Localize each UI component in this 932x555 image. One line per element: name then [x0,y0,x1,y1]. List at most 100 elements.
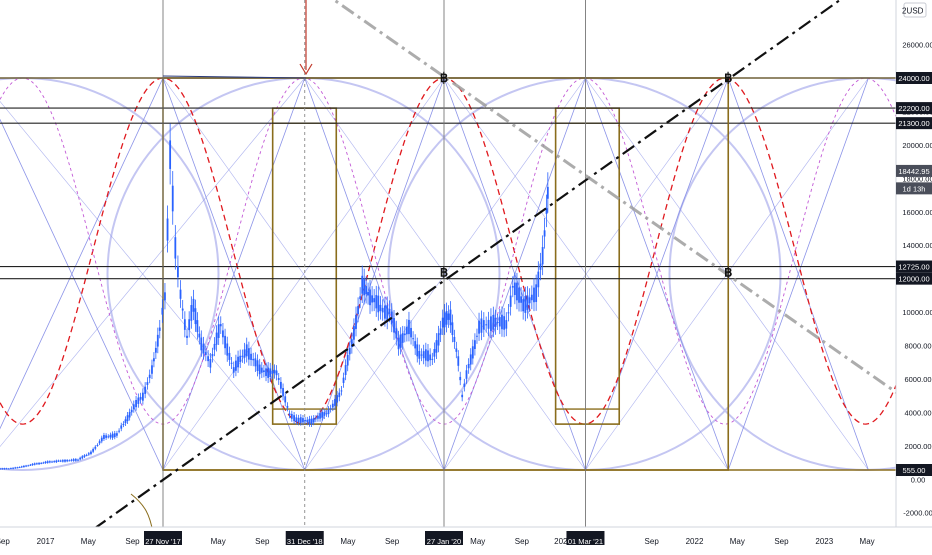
candle-body [25,466,27,467]
candle-body [92,449,94,452]
candle-body [224,336,226,348]
candle-body [544,230,546,236]
candle-body [184,319,186,330]
candle-body [60,461,62,462]
candle-body [62,460,64,462]
price-badge-label: 1d 13h [903,184,926,193]
candle-body [86,455,88,456]
date-badge-label: 01 Mar '21 [568,537,603,546]
candle-body [237,357,239,368]
candle-body [453,337,455,342]
candle-body [338,393,340,398]
candle-body [144,387,146,394]
candle-body [164,292,166,300]
candle-body [244,349,246,357]
candle-body [257,360,259,371]
candle-body [110,435,112,438]
candle-body [408,320,410,334]
candle-body [17,467,19,468]
candle-body [309,419,311,424]
candle-body [205,352,207,355]
candle-body [103,435,105,439]
candle-body [282,388,284,396]
candle-body [135,400,137,407]
candle-body [450,310,452,326]
candle-body [123,424,125,425]
candle-body [53,461,55,462]
candle-body [231,363,233,364]
price-tick-label: 10000.00 [902,308,932,317]
candle-body [345,365,347,375]
candle-body [209,359,211,368]
candle-body [226,343,228,355]
candle-body [79,458,81,460]
candle-body [233,367,235,372]
candle-body [51,462,53,463]
candle-body [353,326,355,340]
time-tick-label: Sep [255,537,270,546]
candle-body [58,461,60,462]
candle-body [269,368,271,377]
candle-body [129,412,131,417]
candle-body [198,334,200,338]
candle-body [229,353,231,360]
bitcoin-icon: ฿ [724,265,732,280]
price-tick-label: 20000.00 [902,141,932,150]
candle-body [142,393,144,401]
candle-body [421,355,423,356]
candle-body [319,413,321,419]
candle-body [535,284,537,302]
candle-body [203,344,205,354]
candle-body [520,296,522,302]
time-tick-label: 2022 [686,537,704,546]
candle-body [313,418,315,422]
candle-body [476,336,478,337]
candle-body [4,468,6,469]
candle-body [400,335,402,348]
candle-body [97,445,99,446]
candle-body [157,335,159,347]
candle-body [190,305,192,321]
candle-body [527,295,529,310]
candle-body [36,463,38,464]
time-tick-label: 202 [554,537,568,546]
candle-body [429,355,431,361]
candle-body [252,359,254,360]
candle-body [94,447,96,449]
candle-body [384,305,386,318]
candle-body [365,286,367,294]
candle-body [71,460,73,461]
candle-body [508,312,510,313]
candle-body [14,467,16,468]
candle-body [0,469,1,470]
candle-body [159,328,161,331]
candle-body [140,397,142,400]
candle-body [418,351,420,359]
candle-body [75,459,77,461]
candle-body [38,463,40,464]
candle-body [440,328,442,334]
candle-body [375,295,377,308]
candle-body [518,288,520,303]
price-tick-label: 0.00 [911,475,926,484]
price-badge-label: 12000.00 [898,275,929,284]
bitcoin-icon: ฿ [440,265,448,280]
candle-body [361,276,363,294]
candle-body [490,316,492,331]
candle-body [29,465,31,466]
candle-body [172,186,174,212]
price-tick-label: 2000.00 [904,442,931,451]
candle-body [151,365,153,373]
candle-body [540,264,542,270]
time-tick-label: May [470,537,485,546]
candle-body [27,465,29,466]
candle-body [357,306,359,314]
candle-body [284,396,286,402]
candle-body [263,370,265,372]
price-tick-label: 14000.00 [902,241,932,250]
candle-body [250,354,252,360]
time-axis-bg [0,527,932,550]
candle-body [463,384,465,387]
